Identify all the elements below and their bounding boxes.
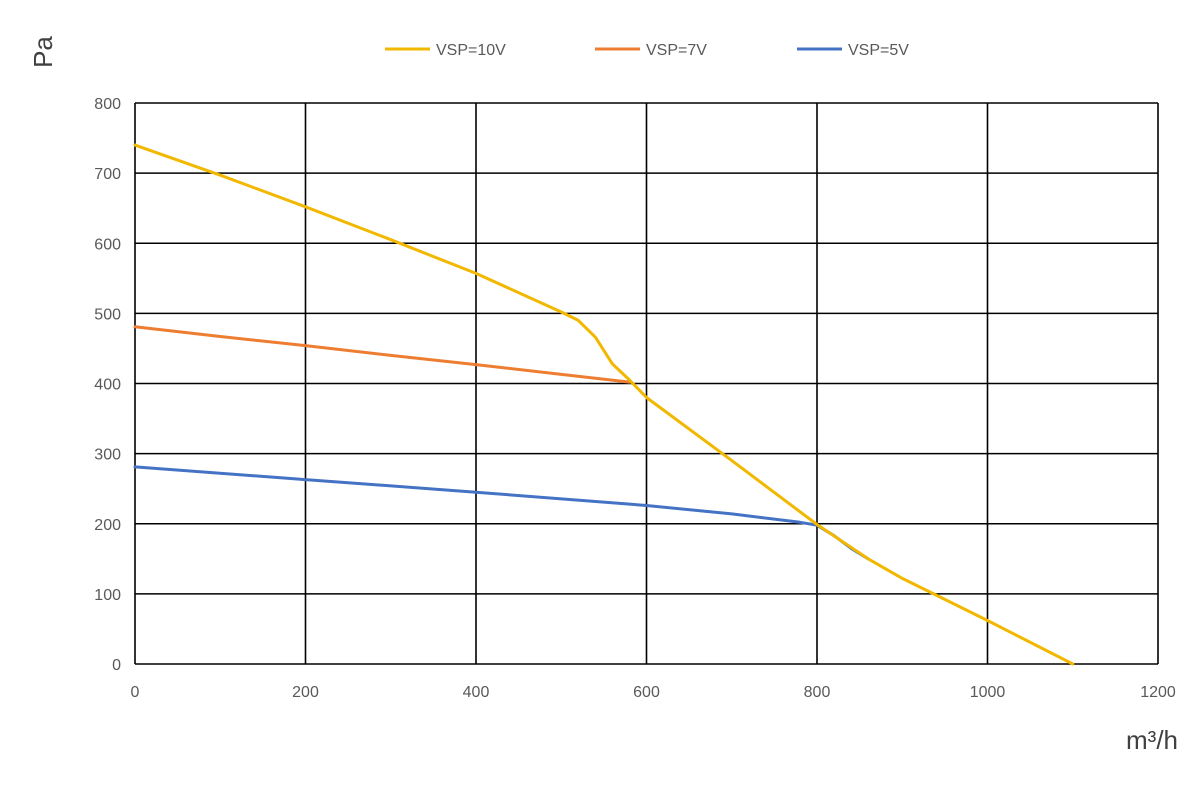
y-tick-label: 300 <box>94 447 121 464</box>
x-tick-label: 600 <box>633 684 660 701</box>
legend-label: VSP=5V <box>848 42 909 59</box>
y-tick-label: 800 <box>94 96 121 113</box>
x-tick-label: 200 <box>292 684 319 701</box>
y-tick-label: 700 <box>94 166 121 183</box>
x-tick-label: 400 <box>463 684 490 701</box>
y-tick-label: 400 <box>94 377 121 394</box>
y-tick-label: 600 <box>94 236 121 253</box>
grid <box>134 102 1159 665</box>
y-tick-label: 100 <box>94 587 121 604</box>
x-axis-ticks: 0 200 400 600 800 1000 1200 <box>131 684 1176 701</box>
y-tick-label: 500 <box>94 306 121 323</box>
series-line-vsp-10v <box>133 143 1075 666</box>
y-tick-label: 0 <box>112 657 121 674</box>
x-tick-label: 0 <box>131 684 140 701</box>
x-tick-label: 1000 <box>970 684 1006 701</box>
y-axis-title: Pa <box>28 36 58 68</box>
y-axis-ticks: 0 100 200 300 400 500 600 700 800 <box>94 96 121 674</box>
y-tick-label: 200 <box>94 517 121 534</box>
x-tick-label: 1200 <box>1140 684 1176 701</box>
legend-label: VSP=10V <box>436 42 506 59</box>
series-line-vsp-7v <box>133 325 631 384</box>
x-axis-title: m³/h <box>1126 725 1178 755</box>
legend: VSP=10V VSP=7V VSP=5V <box>385 42 909 59</box>
series-lines <box>133 143 1075 666</box>
x-tick-label: 800 <box>804 684 831 701</box>
legend-label: VSP=7V <box>646 42 707 59</box>
